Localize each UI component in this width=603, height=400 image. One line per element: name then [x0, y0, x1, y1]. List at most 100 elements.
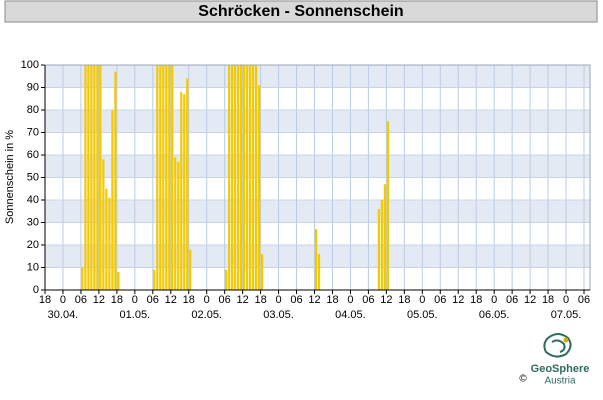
date-label: 07.05.	[551, 309, 582, 321]
copyright: ©	[519, 374, 527, 385]
x-tick-label: 06	[506, 294, 518, 306]
x-tick-label: 0	[563, 294, 569, 306]
x-tick-label: 06	[219, 294, 231, 306]
date-label: 03.05.	[263, 309, 294, 321]
bar	[171, 65, 174, 290]
grid-band	[45, 110, 590, 133]
chart-title: Schröcken - Sonnenschein	[198, 3, 403, 20]
bar	[243, 65, 246, 290]
bar	[377, 209, 380, 290]
bar	[237, 65, 240, 290]
y-tick-label: 100	[21, 59, 39, 71]
bar	[386, 121, 389, 290]
x-tick-label: 0	[204, 294, 210, 306]
bar	[261, 254, 264, 290]
x-tick-label: 06	[434, 294, 446, 306]
x-tick-label: 18	[542, 294, 554, 306]
bar	[186, 78, 189, 290]
bar	[252, 65, 255, 290]
x-tick-label: 12	[524, 294, 536, 306]
x-tick-label: 0	[491, 294, 497, 306]
x-tick-label: 06	[362, 294, 374, 306]
x-tick-label: 18	[326, 294, 338, 306]
bar	[177, 161, 180, 290]
bar	[162, 65, 165, 290]
x-tick-label: 0	[347, 294, 353, 306]
bar	[246, 65, 249, 290]
x-tick-label: 06	[147, 294, 159, 306]
logo-name: GeoSphere	[531, 363, 590, 375]
y-tick-label: 90	[27, 81, 39, 93]
title-bar	[4, 0, 598, 23]
bar	[168, 65, 171, 290]
x-tick-label: 18	[183, 294, 195, 306]
bar	[380, 200, 383, 290]
date-label: 05.05.	[407, 309, 438, 321]
x-tick-label: 18	[398, 294, 410, 306]
bar	[183, 94, 186, 290]
y-tick-label: 50	[27, 171, 39, 183]
bar	[81, 267, 84, 290]
bar	[180, 92, 183, 290]
bar	[314, 229, 318, 290]
bar	[383, 184, 386, 290]
bar	[255, 65, 258, 290]
logo: GeoSphere Austria ©	[519, 333, 590, 387]
x-tick-label: 12	[308, 294, 320, 306]
bar	[174, 157, 177, 290]
bar	[317, 254, 321, 290]
x-tick-label: 0	[276, 294, 282, 306]
date-label: 06.05.	[479, 309, 510, 321]
x-tick-label: 0	[132, 294, 138, 306]
logo-mark	[543, 333, 572, 358]
grid-band	[45, 245, 590, 268]
bar	[105, 188, 108, 290]
bar	[93, 65, 96, 290]
bar	[108, 197, 111, 290]
bar	[225, 269, 228, 290]
x-tick-label: 12	[93, 294, 105, 306]
x-tick-label: 18	[111, 294, 123, 306]
bar	[228, 65, 231, 290]
y-axis-label: Sonnenschein in %	[4, 130, 16, 224]
x-tick-label: 0	[60, 294, 66, 306]
bar	[156, 65, 159, 290]
bar	[114, 71, 117, 290]
bar	[99, 65, 102, 290]
x-tick-label: 12	[165, 294, 177, 306]
grid-band	[45, 200, 590, 223]
grid-band	[45, 155, 590, 178]
bar	[153, 269, 156, 290]
bar	[96, 65, 99, 290]
x-tick-label: 18	[39, 294, 51, 306]
date-label: 02.05.	[191, 309, 222, 321]
y-tick-label: 40	[27, 194, 39, 206]
y-tick-label: 70	[27, 126, 39, 138]
grid-band	[45, 65, 590, 88]
bar	[249, 65, 252, 290]
bar	[111, 110, 114, 290]
y-tick-label: 0	[33, 284, 39, 296]
bar	[165, 65, 168, 290]
x-tick-label: 12	[452, 294, 464, 306]
bar	[258, 85, 261, 290]
y-tick-label: 80	[27, 104, 39, 116]
x-tick-label: 18	[470, 294, 482, 306]
bar	[234, 65, 237, 290]
x-tick-label: 06	[75, 294, 87, 306]
y-tick-label: 10	[27, 261, 39, 273]
x-tick-label: 0	[419, 294, 425, 306]
x-tick-label: 12	[237, 294, 249, 306]
bar	[102, 159, 105, 290]
y-tick-label: 60	[27, 149, 39, 161]
bar	[117, 272, 120, 290]
y-tick-label: 30	[27, 216, 39, 228]
logo-dot	[563, 337, 569, 343]
y-tick-label: 20	[27, 239, 39, 251]
plot-area: 18 0 06 12 18 0 06 12 18 0 06 12 18 0 06 12 18 0 06 12 18 0 06…	[21, 59, 591, 321]
bar	[189, 249, 192, 290]
logo-sub: Austria	[544, 376, 576, 387]
bar	[87, 65, 90, 290]
bar	[231, 65, 234, 290]
